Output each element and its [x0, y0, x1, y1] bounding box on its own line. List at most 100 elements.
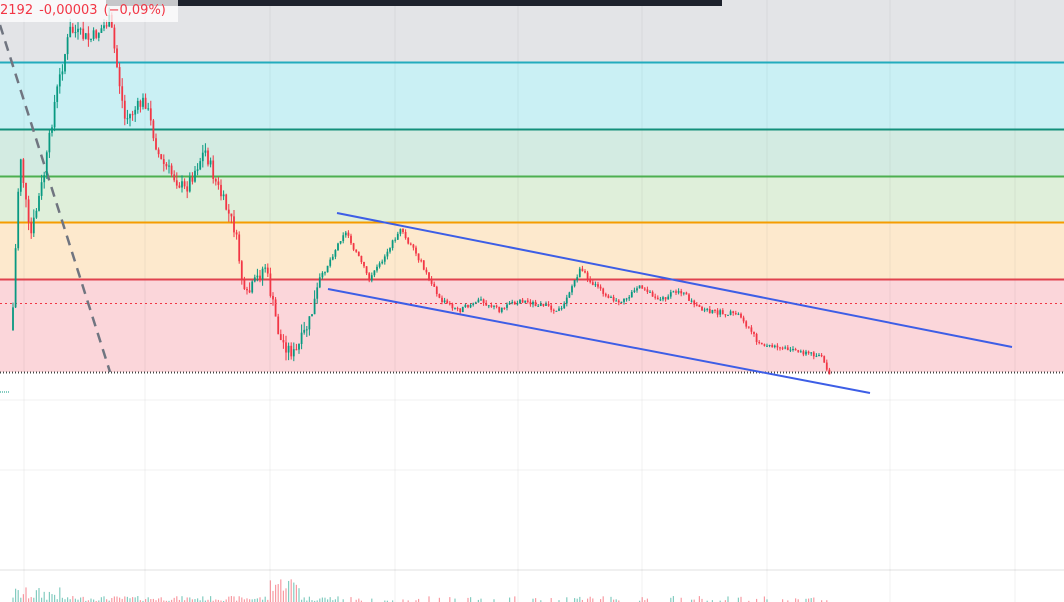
candle-body [344, 232, 347, 236]
volume-bar [303, 597, 305, 602]
candle-body [274, 299, 277, 317]
volume-bar [233, 596, 235, 602]
candle-body [352, 243, 355, 250]
volume-bar [194, 599, 196, 602]
price-legend: 2192 -0,00003 (−0,09%) [0, 0, 178, 22]
volume-bar [724, 600, 726, 602]
volume-bar [558, 600, 560, 602]
candle-body [204, 150, 207, 153]
last-price: 2192 [0, 3, 34, 18]
candle-body [43, 175, 46, 183]
volume-bar [17, 590, 19, 602]
candle-body [773, 345, 776, 348]
volume-bar [358, 598, 360, 602]
volume-bar [280, 579, 282, 602]
candle-body [571, 286, 573, 293]
volume-bar [641, 597, 643, 602]
candle-body [469, 304, 472, 308]
volume-bar [706, 600, 708, 602]
volume-bar [324, 597, 326, 602]
candle-body [337, 243, 339, 251]
candle-body [812, 352, 815, 357]
candle-body [87, 33, 90, 40]
candle-body [139, 100, 142, 107]
candle-body [238, 234, 241, 262]
candle-body [217, 181, 220, 185]
candle-body [17, 191, 20, 249]
volume-bar [111, 597, 113, 602]
volume-bar [95, 600, 97, 602]
candle-body [196, 169, 199, 171]
volume-bar [204, 600, 206, 602]
volume-bar [787, 600, 789, 602]
candle-body [19, 159, 22, 192]
candle-body [409, 243, 412, 245]
volume-bar [566, 597, 568, 602]
candle-body [373, 270, 376, 276]
candle-body [326, 265, 329, 273]
candle-body [703, 309, 706, 311]
candle-body [550, 305, 553, 310]
candle-body [732, 311, 735, 313]
volume-bar [82, 596, 84, 602]
candle-body [805, 351, 807, 355]
candle-body [521, 299, 524, 303]
candle-body [669, 292, 672, 297]
volume-bar [98, 600, 100, 602]
candle-body [524, 300, 527, 303]
candle-body [766, 345, 768, 347]
candle-body [467, 304, 469, 308]
volume-bar [25, 587, 27, 602]
candle-body [295, 349, 298, 351]
candle-body [781, 347, 784, 349]
candle-body [435, 286, 438, 294]
candle-body [760, 342, 763, 345]
volume-bar [113, 596, 115, 602]
candle-body [656, 297, 659, 300]
candle-body [368, 273, 371, 281]
candle-body [279, 334, 282, 341]
channel-line [327, 288, 871, 394]
candle-body [555, 310, 558, 312]
volume-bar [41, 597, 43, 602]
volume-bar [282, 590, 284, 602]
volume-bar [186, 597, 188, 602]
candle-body [802, 351, 805, 355]
volume-bar [191, 599, 193, 602]
candle-body [461, 306, 464, 313]
candle-body [212, 160, 215, 180]
candle-body [162, 159, 165, 164]
volume-bar [137, 596, 139, 602]
candle-body [123, 100, 126, 119]
candle-body [313, 298, 316, 315]
candle-body [90, 38, 92, 40]
candle-body [784, 347, 787, 349]
candle-body [417, 253, 420, 261]
volume-bar [103, 596, 105, 602]
volume-bar [540, 600, 542, 602]
channel-line [336, 212, 1013, 348]
candle-body [131, 114, 134, 116]
candle-body [261, 268, 264, 280]
volume-bar [243, 599, 245, 602]
volume-bar [212, 600, 214, 602]
candle-body [45, 152, 48, 176]
volume-bar [813, 597, 815, 602]
volume-bar [158, 598, 160, 602]
candle-body [420, 260, 423, 262]
candle-body [207, 150, 209, 165]
candle-body [542, 303, 545, 306]
candle-body [350, 235, 352, 244]
volume-bar [202, 596, 204, 602]
candle-body [654, 296, 657, 298]
band-cyan [0, 62, 1064, 129]
candle-body [269, 273, 272, 296]
volume-bar [119, 597, 121, 602]
candle-body [680, 291, 683, 294]
volume-bar [810, 598, 812, 602]
candle-body [214, 179, 217, 182]
candle-body [201, 152, 204, 162]
candle-body [316, 287, 319, 299]
candle-body [285, 342, 287, 353]
